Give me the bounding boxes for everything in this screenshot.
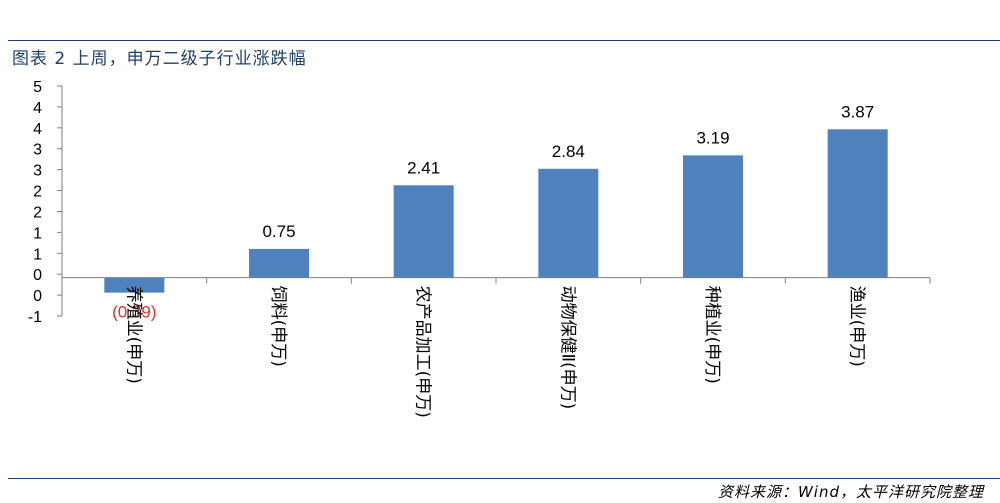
- y-tick-label: 0: [33, 267, 42, 284]
- header-rule: [8, 40, 1000, 41]
- data-label: 3.19: [696, 128, 729, 147]
- y-tick-label: 0: [33, 288, 42, 305]
- y-tick-label: 4: [33, 100, 42, 117]
- footer-rule: [8, 478, 1000, 479]
- bar: [538, 168, 599, 278]
- y-tick-label: -1: [28, 309, 42, 326]
- category-label: 渔业(申万): [847, 286, 867, 367]
- bar: [393, 185, 454, 278]
- y-tick-label: 1: [33, 246, 42, 263]
- data-label: 3.87: [841, 102, 874, 121]
- labels: 5 4 4 3 3 2 2 1 1 0 0 -1 (0.39)养殖业(申万) 0.75 饲料(申万) 2.41…: [28, 79, 874, 418]
- data-label: (0.39): [112, 303, 156, 322]
- axes: [57, 85, 931, 317]
- category-label: 动物保健Ⅱ(申万): [557, 286, 577, 410]
- y-tick-label: 5: [33, 79, 42, 96]
- y-tick-label: 1: [33, 225, 42, 242]
- y-tick-label: 2: [33, 204, 42, 221]
- bars: [104, 129, 888, 293]
- bar: [249, 248, 309, 278]
- data-label: 0.75: [262, 222, 295, 241]
- bar-chart: 5 4 4 3 3 2 2 1 1 0 0 -1 (0.39)养殖业(申万) 0.75 饲料(申万) 2.41…: [28, 79, 931, 418]
- bar: [683, 155, 743, 278]
- y-tick-label: 3: [33, 142, 42, 159]
- chart-title: 图表 2 上周，申万二级子行业涨跌幅: [12, 49, 307, 69]
- source-note: 资料来源：Wind，太平洋研究院整理: [717, 483, 984, 501]
- data-label: 2.41: [407, 158, 440, 177]
- category-label: 饲料(申万): [268, 286, 288, 367]
- category-label: 养殖业(申万): [123, 286, 143, 384]
- y-tick-label: 4: [33, 121, 42, 138]
- bar: [104, 277, 165, 293]
- data-label: 2.84: [552, 142, 585, 161]
- category-label: 农产品加工(申万): [413, 286, 433, 418]
- bar: [827, 129, 888, 278]
- category-label: 种植业(申万): [702, 286, 722, 384]
- y-tick-label: 2: [33, 184, 42, 201]
- y-tick-label: 3: [33, 163, 42, 180]
